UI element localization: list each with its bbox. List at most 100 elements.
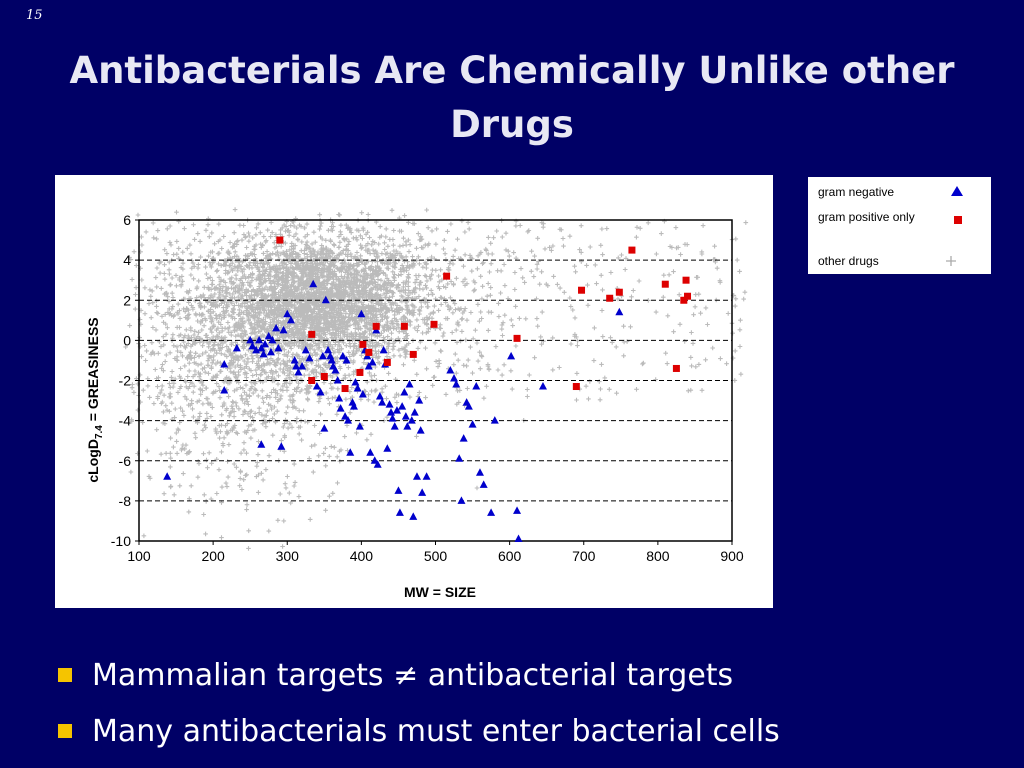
gram-negative-point <box>475 468 484 476</box>
gram-negative-point <box>514 534 523 542</box>
legend-label-gram-positive: gram positive only <box>818 210 915 224</box>
gram-positive-point <box>513 334 521 342</box>
bullet-text: Mammalian targets ≠ antibacterial target… <box>92 658 734 693</box>
y-axis-label-suffix: = GREASINESS <box>85 317 101 425</box>
gram-positive-point <box>276 236 284 244</box>
gram-negative-point <box>373 460 382 468</box>
gram-negative-point <box>324 345 333 354</box>
gram-positive-point <box>672 364 680 372</box>
gram-negative-point <box>232 343 241 352</box>
y-axis-label-subscript: 7.4 <box>94 425 105 439</box>
gram-negative-point <box>312 382 321 390</box>
gram-negative-point <box>349 402 358 410</box>
gram-negative-point <box>415 396 424 404</box>
gram-negative-point <box>487 508 496 516</box>
gram-negative-point <box>283 309 292 318</box>
gram-negative-point <box>257 343 266 352</box>
gram-negative-point <box>252 345 261 354</box>
y-tick-label: 6 <box>123 212 131 228</box>
gram-negative-point <box>387 408 396 416</box>
y-axis-label-main: cLogD <box>85 439 101 483</box>
gram-negative-point <box>615 307 624 316</box>
gram-negative-point <box>355 422 364 430</box>
gram-negative-point <box>395 508 404 516</box>
bullet-item: Mammalian targets ≠ antibacterial target… <box>58 648 998 704</box>
gram-negative-point <box>346 448 355 456</box>
gram-negative-point <box>246 335 255 344</box>
gram-negative-point <box>320 424 329 432</box>
legend-svg: gram negative gram positive only other d… <box>818 185 963 268</box>
y-tick-label: -8 <box>119 493 132 509</box>
gram-negative-point <box>274 343 283 352</box>
grid-lines <box>139 259 732 502</box>
gram-negative-point <box>248 341 257 350</box>
gram-positive-point <box>356 368 364 376</box>
chart-legend: gram negative gram positive only other d… <box>808 177 991 274</box>
legend-marker-gram-positive <box>954 216 962 224</box>
gram-positive-point <box>365 348 373 356</box>
gram-negative-point <box>220 386 229 394</box>
gram-negative-point <box>422 472 431 480</box>
gram-negative-point <box>341 412 350 420</box>
axis-ticks: 100 200 300 400 500 600 700 800 900 -10 -8 -6 -4 -2 0 2… <box>111 212 744 564</box>
gram-negative-point <box>264 331 273 340</box>
gram-negative-point <box>409 512 418 520</box>
other-drugs-cloud <box>123 207 749 551</box>
gram-negative-point <box>368 357 377 366</box>
gram-positive-point <box>383 358 391 366</box>
gram-positive-point <box>628 246 636 254</box>
gram-negative-point <box>305 353 314 362</box>
gram-positive-point <box>308 330 316 338</box>
gram-positive-point <box>680 296 688 304</box>
gram-negative-point <box>351 378 360 386</box>
gram-positive-point <box>341 385 349 393</box>
gram-negative-point <box>390 422 399 430</box>
gram-negative-point <box>403 422 412 430</box>
gram-negative-point <box>455 454 464 462</box>
gram-negative-point <box>298 361 307 370</box>
gram-negative-point <box>468 420 477 428</box>
gram-negative-point <box>318 351 327 360</box>
gram-negative-point <box>331 365 340 374</box>
gram-negative-point <box>383 444 392 452</box>
y-tick-label: -10 <box>111 533 131 549</box>
legend-label-gram-negative: gram negative <box>818 185 894 199</box>
gram-negative-point <box>394 486 403 494</box>
gram-negative-point <box>344 416 353 424</box>
gram-negative-point <box>279 325 288 334</box>
gram-negative-point <box>266 347 275 356</box>
gram-negative-point <box>321 295 330 304</box>
x-tick-label: 600 <box>498 548 522 564</box>
x-tick-label: 200 <box>201 548 225 564</box>
gram-negative-point <box>286 315 295 324</box>
gram-negative-point <box>507 351 516 360</box>
gram-negative-point <box>407 416 416 424</box>
gram-negative-point <box>294 367 303 376</box>
bullet-marker <box>58 724 72 738</box>
gram-negative-point <box>401 412 410 420</box>
gram-negative-point <box>335 394 344 402</box>
legend-marker-gram-negative <box>951 186 963 196</box>
y-tick-label: 0 <box>123 332 131 348</box>
other-drugs-markers <box>123 207 749 551</box>
x-tick-label: 400 <box>350 548 374 564</box>
slide-number: 15 <box>26 8 43 23</box>
gram-positive-point <box>661 280 669 288</box>
y-tick-label: -6 <box>119 453 132 469</box>
gram-positive-point <box>430 320 438 328</box>
gram-positive-point <box>572 383 580 391</box>
gram-negative-point <box>416 426 425 434</box>
y-axis-label: cLogD7.4 = GREASINESS <box>85 317 105 482</box>
gram-positive-point <box>615 288 623 296</box>
gram-negative-point <box>220 359 229 368</box>
slide-title: Antibacterials Are Chemically Unlike oth… <box>69 49 955 146</box>
y-tick-label: -2 <box>119 373 132 389</box>
gram-negative-point <box>375 392 384 400</box>
gram-negative-point <box>513 506 522 514</box>
x-tick-label: 800 <box>646 548 670 564</box>
legend-label-other-drugs: other drugs <box>818 254 879 268</box>
y-tick-label: 4 <box>123 252 131 268</box>
gram-positive-point <box>359 340 367 348</box>
gram-negative-point <box>255 335 264 344</box>
bullet-item: Many antibacterials must enter bacterial… <box>58 704 998 760</box>
